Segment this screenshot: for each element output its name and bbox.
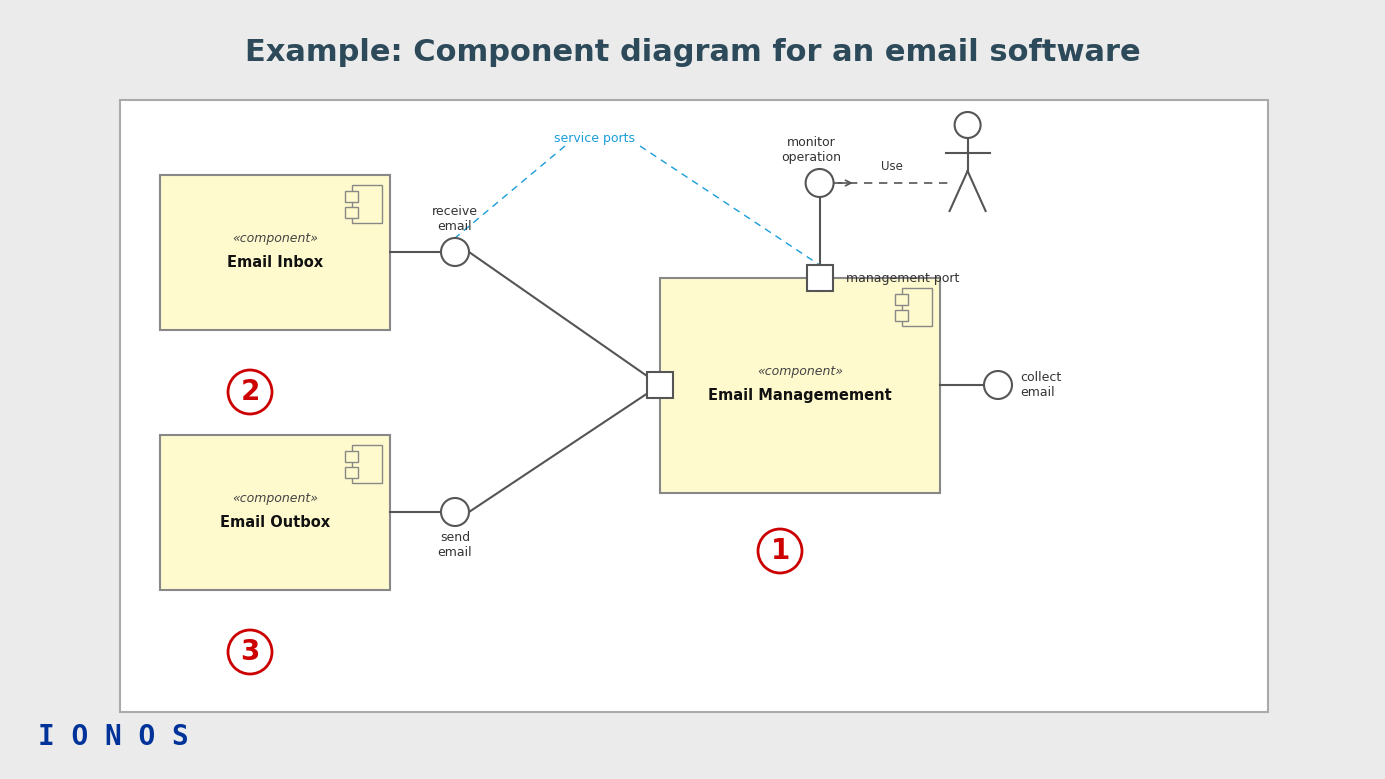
Bar <box>345 207 357 218</box>
Text: Example: Component diagram for an email software: Example: Component diagram for an email … <box>245 37 1140 66</box>
Text: send
email: send email <box>438 531 472 559</box>
Text: Email Outbox: Email Outbox <box>220 515 330 530</box>
Bar <box>352 185 382 223</box>
Circle shape <box>440 498 470 526</box>
Bar <box>895 310 907 321</box>
Circle shape <box>229 630 271 674</box>
Text: 3: 3 <box>241 638 260 666</box>
Bar <box>902 288 932 326</box>
Bar <box>647 372 673 398</box>
Text: collect
email: collect email <box>1019 371 1061 399</box>
Text: management port: management port <box>846 272 958 284</box>
Bar <box>895 294 907 305</box>
Circle shape <box>954 112 981 138</box>
Bar <box>661 278 940 493</box>
Bar <box>345 191 357 202</box>
Bar <box>161 435 391 590</box>
Text: 2: 2 <box>241 378 260 406</box>
Circle shape <box>758 529 802 573</box>
Text: «component»: «component» <box>233 492 319 505</box>
Bar <box>352 445 382 483</box>
Text: I O N O S: I O N O S <box>37 723 188 751</box>
Bar <box>120 100 1269 712</box>
Text: receive
email: receive email <box>432 205 478 233</box>
Text: Email Inbox: Email Inbox <box>227 255 323 270</box>
Circle shape <box>806 169 834 197</box>
Bar <box>345 467 357 478</box>
Circle shape <box>440 238 470 266</box>
Text: Use: Use <box>881 160 903 173</box>
Bar <box>161 175 391 330</box>
Bar <box>345 451 357 462</box>
Text: «component»: «component» <box>758 365 843 378</box>
Circle shape <box>229 370 271 414</box>
Bar <box>806 265 832 291</box>
Text: Email Managemement: Email Managemement <box>708 388 892 403</box>
Text: service ports: service ports <box>554 132 636 144</box>
Circle shape <box>983 371 1012 399</box>
Text: monitor
operation: monitor operation <box>781 136 842 164</box>
Text: «component»: «component» <box>233 232 319 245</box>
Text: 1: 1 <box>770 537 789 565</box>
